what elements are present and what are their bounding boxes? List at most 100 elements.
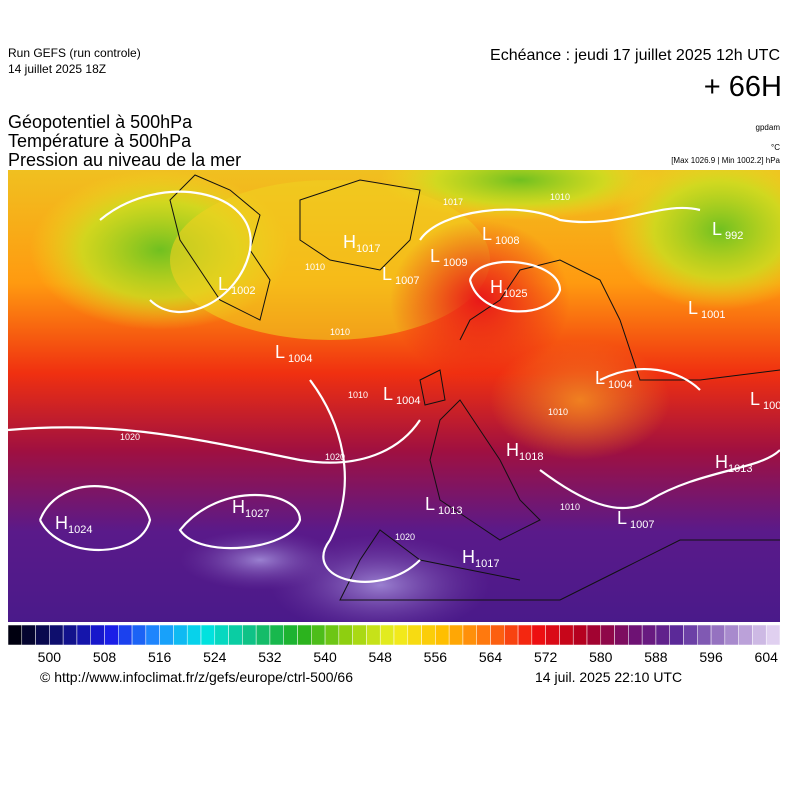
center-value: 1002 bbox=[231, 285, 255, 297]
isobar-label: 1010 bbox=[550, 192, 570, 202]
center-value: 1008 bbox=[495, 235, 519, 247]
colorbar-cell bbox=[572, 624, 588, 646]
center-symbol: H bbox=[343, 232, 356, 252]
center-symbol: H bbox=[232, 497, 245, 517]
colorbar-cell bbox=[683, 624, 698, 646]
center-value: 1017 bbox=[356, 243, 380, 255]
colorbar-tick-label: 508 bbox=[93, 649, 117, 665]
center-symbol: H bbox=[506, 440, 519, 460]
center-symbol: L bbox=[750, 389, 760, 409]
colorbar-cell bbox=[311, 624, 326, 646]
colorbar-cell bbox=[559, 624, 574, 646]
colorbar-cell bbox=[49, 624, 64, 646]
colorbar-tick-label: 580 bbox=[589, 649, 613, 665]
colorbar-cell bbox=[628, 624, 643, 646]
colorbar-cell bbox=[242, 624, 257, 646]
center-symbol: H bbox=[55, 513, 68, 533]
colorbar-cell bbox=[641, 624, 657, 646]
colorbar-cell bbox=[338, 624, 353, 646]
colorbar-cell bbox=[186, 624, 202, 646]
center-value: 1004 bbox=[396, 395, 420, 407]
colorbar-cell bbox=[738, 624, 753, 646]
colorbar-cell bbox=[586, 624, 602, 646]
center-symbol: L bbox=[218, 274, 228, 294]
colorbar-cell bbox=[655, 624, 670, 646]
isobar-label: 1010 bbox=[330, 327, 350, 337]
center-symbol: H bbox=[490, 277, 503, 297]
isobar-label: 1010 bbox=[348, 390, 368, 400]
colorbar-cell bbox=[62, 624, 78, 646]
colorbar-cell bbox=[90, 624, 105, 646]
colorbar-cell bbox=[669, 624, 684, 646]
field-label: Géopotentiel à 500hPa bbox=[8, 112, 193, 132]
colorbar-cell bbox=[462, 624, 477, 646]
colorbar-cell bbox=[600, 624, 615, 646]
colorbar-cell bbox=[76, 624, 91, 646]
isobar-label: 1020 bbox=[325, 452, 345, 462]
colorbar-cell bbox=[504, 624, 519, 646]
unit: gpdam bbox=[756, 123, 781, 132]
colorbar-cell bbox=[545, 624, 560, 646]
isobar-label: 1010 bbox=[548, 407, 568, 417]
map bbox=[8, 170, 780, 622]
lead-time: + 66H bbox=[704, 71, 782, 103]
colorbar-cell bbox=[297, 624, 312, 646]
center-value: 1001 bbox=[701, 309, 725, 321]
colorbar-cell bbox=[159, 624, 174, 646]
isobar-label: 1020 bbox=[120, 432, 140, 442]
colorbar-cell bbox=[200, 624, 216, 646]
colorbar-cell bbox=[228, 624, 243, 646]
colorbar-cell bbox=[710, 624, 726, 646]
isobar-label: 1010 bbox=[560, 502, 580, 512]
colorbar-tick-label: 524 bbox=[203, 649, 227, 665]
footer-time: 14 juil. 2025 22:10 UTC bbox=[535, 669, 682, 685]
colorbar-cell bbox=[255, 624, 271, 646]
colorbar-tick-label: 596 bbox=[699, 649, 723, 665]
center-symbol: L bbox=[712, 219, 722, 239]
colorbar-cell bbox=[131, 624, 147, 646]
center-value: 1027 bbox=[245, 508, 269, 520]
colorbar-cell bbox=[697, 624, 712, 646]
colorbar-tick-label: 564 bbox=[479, 649, 503, 665]
colorbar-cell bbox=[517, 624, 533, 646]
isobar-label: 1020 bbox=[395, 532, 415, 542]
colorbar-cell bbox=[104, 624, 119, 646]
colorbar-cell bbox=[435, 624, 450, 646]
center-symbol: L bbox=[430, 246, 440, 266]
center-symbol: L bbox=[275, 342, 285, 362]
coastlines bbox=[169, 174, 780, 601]
isobar-label: 1017 bbox=[443, 197, 463, 207]
center-symbol: H bbox=[715, 452, 728, 472]
run-label: Run GEFS (run controle) bbox=[8, 46, 141, 60]
colorbar-cell bbox=[393, 624, 409, 646]
colorbar-tick-label: 500 bbox=[38, 649, 62, 665]
center-value: 100 bbox=[763, 400, 781, 412]
colorbar-tick-label: 588 bbox=[644, 649, 668, 665]
center-symbol: H bbox=[462, 547, 475, 567]
colorbar-cell bbox=[448, 624, 464, 646]
isobar-label: 1010 bbox=[305, 262, 325, 272]
colorbar-cell bbox=[35, 624, 50, 646]
colorbar-cell bbox=[476, 624, 491, 646]
center-value: 1007 bbox=[395, 275, 419, 287]
colorbar-tick-label: 604 bbox=[755, 649, 779, 665]
colorbar-cell bbox=[214, 624, 229, 646]
colorbar-cell bbox=[765, 624, 781, 646]
colorbar-cell bbox=[324, 624, 340, 646]
colorbar-cell bbox=[724, 624, 739, 646]
run-date: 14 juillet 2025 18Z bbox=[8, 62, 106, 76]
colorbar-cell bbox=[173, 624, 188, 646]
range: [Max 1026.9 | Min 1002.2] hPa bbox=[671, 156, 780, 165]
colorbar-cell bbox=[269, 624, 284, 646]
center-value: 1004 bbox=[608, 379, 632, 391]
center-value: 1013 bbox=[438, 505, 462, 517]
colorbar-cell bbox=[283, 624, 298, 646]
unit: °C bbox=[771, 143, 780, 152]
center-symbol: L bbox=[425, 494, 435, 514]
colorbar-cell bbox=[531, 624, 546, 646]
center-value: 1024 bbox=[68, 524, 92, 536]
colorbar-cell bbox=[421, 624, 436, 646]
colorbar-cell bbox=[7, 624, 23, 646]
colorbar-tick-label: 516 bbox=[148, 649, 172, 665]
